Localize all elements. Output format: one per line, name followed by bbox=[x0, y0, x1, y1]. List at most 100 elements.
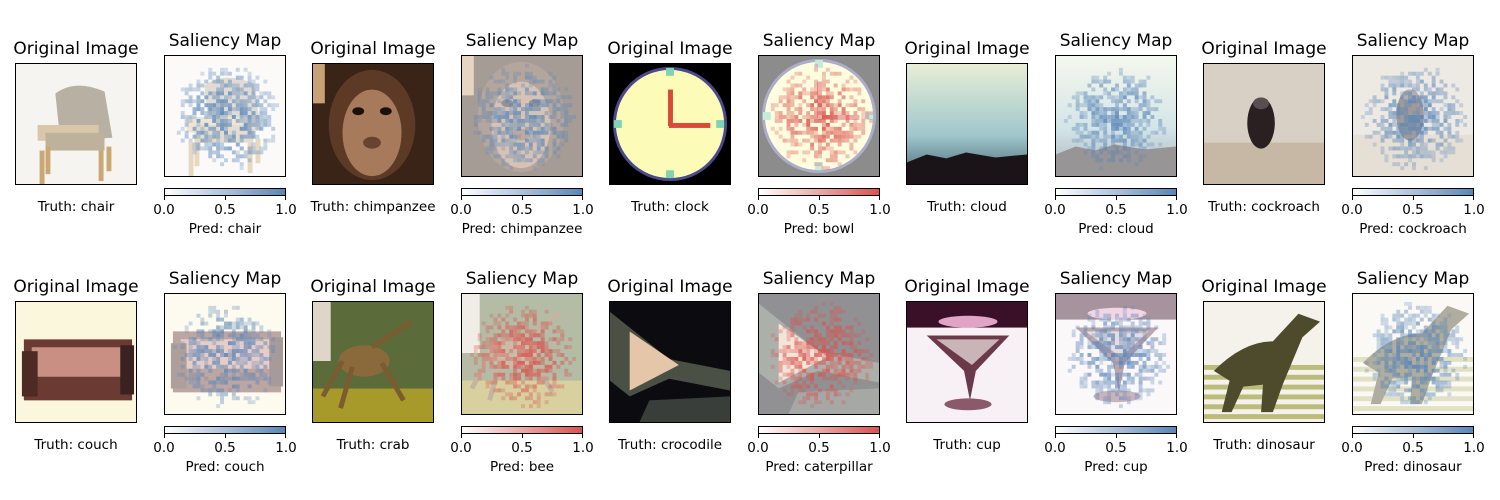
original-image-panel: Original Image Truth: couch bbox=[15, 238, 137, 468]
truth-label: Truth: chair bbox=[38, 199, 115, 215]
saliency-map-pixels bbox=[462, 294, 582, 414]
panel-title: Saliency Map bbox=[466, 269, 579, 289]
saliency-map bbox=[1352, 293, 1474, 415]
colorbar-tick-label: 0.5 bbox=[808, 202, 829, 218]
original-image bbox=[15, 301, 137, 423]
saliency-map-pixels bbox=[759, 294, 879, 414]
colorbar-tick-label: 1.0 bbox=[1463, 440, 1484, 456]
saliency-map-panel: Saliency Map 0.0 0.5 1.0 Pred: caterpillar bbox=[758, 238, 880, 478]
colorbar-tick-label: 0.0 bbox=[1044, 440, 1065, 456]
colorbar-tick bbox=[1176, 196, 1177, 200]
pred-label: Pred: dinosaur bbox=[1364, 459, 1461, 475]
original-image bbox=[312, 63, 434, 185]
colorbar-tick bbox=[1473, 434, 1474, 438]
original-image bbox=[609, 301, 731, 423]
original-image bbox=[609, 63, 731, 185]
colorbar-tick-label: 0.5 bbox=[214, 440, 235, 456]
saliency-map-pixels bbox=[1056, 56, 1176, 176]
colorbar-tick bbox=[1116, 434, 1117, 438]
saliency-map bbox=[758, 293, 880, 415]
saliency-map bbox=[164, 293, 286, 415]
truth-label: Truth: dinosaur bbox=[1213, 437, 1315, 453]
colorbar-tick-label: 1.0 bbox=[1166, 440, 1187, 456]
truth-label: Truth: crocodile bbox=[618, 437, 722, 453]
saliency-map-panel: Saliency Map 0.0 0.5 1.0 Pred: chimpanzee bbox=[461, 0, 583, 240]
colorbar bbox=[1352, 188, 1474, 196]
colorbar-tick bbox=[1116, 196, 1117, 200]
saliency-map bbox=[164, 55, 286, 177]
saliency-map-panel: Saliency Map 0.0 0.5 1.0 Pred: dinosaur bbox=[1352, 238, 1474, 478]
colorbar-tick bbox=[1352, 434, 1353, 438]
colorbar-tick-label: 0.5 bbox=[1402, 202, 1423, 218]
truth-label: Truth: cloud bbox=[927, 199, 1007, 215]
panel-title: Original Image bbox=[310, 39, 435, 59]
saliency-map-pixels bbox=[1353, 294, 1473, 414]
panel-title: Saliency Map bbox=[1357, 31, 1470, 51]
panel-title: Original Image bbox=[310, 277, 435, 297]
original-image-panel: Original Image Truth: chair bbox=[15, 0, 137, 230]
colorbar-tick bbox=[1055, 196, 1056, 200]
colorbar-tick-label: 1.0 bbox=[1463, 202, 1484, 218]
pred-label: Pred: bowl bbox=[784, 221, 855, 237]
saliency-map-panel: Saliency Map 0.0 0.5 1.0 Pred: couch bbox=[164, 238, 286, 478]
colorbar-tick-label: 1.0 bbox=[572, 440, 593, 456]
panel-title: Saliency Map bbox=[1060, 269, 1173, 289]
colorbar-tick bbox=[225, 196, 226, 200]
pred-label: Pred: cup bbox=[1084, 459, 1147, 475]
original-image-pixels bbox=[1204, 64, 1324, 184]
colorbar-tick-label: 0.0 bbox=[450, 202, 471, 218]
truth-label: Truth: chimpanzee bbox=[310, 199, 435, 215]
original-image-pixels bbox=[610, 64, 730, 184]
colorbar bbox=[1055, 188, 1177, 196]
original-image-pixels bbox=[16, 302, 136, 422]
pred-label: Pred: chimpanzee bbox=[462, 221, 583, 237]
saliency-map-pixels bbox=[165, 294, 285, 414]
panel-title: Saliency Map bbox=[763, 31, 876, 51]
saliency-map bbox=[1055, 293, 1177, 415]
original-image bbox=[906, 301, 1028, 423]
colorbar-tick-label: 0.0 bbox=[747, 440, 768, 456]
pred-label: Pred: cockroach bbox=[1359, 221, 1467, 237]
colorbar bbox=[164, 188, 286, 196]
colorbar-tick-label: 1.0 bbox=[275, 440, 296, 456]
colorbar-tick bbox=[758, 196, 759, 200]
colorbar-tick-label: 1.0 bbox=[869, 202, 890, 218]
colorbar-tick bbox=[758, 434, 759, 438]
panel-title: Saliency Map bbox=[1357, 269, 1470, 289]
colorbar bbox=[1055, 426, 1177, 434]
pred-label: Pred: cloud bbox=[1078, 221, 1153, 237]
colorbar bbox=[758, 188, 880, 196]
colorbar-tick bbox=[1352, 196, 1353, 200]
original-image bbox=[1203, 63, 1325, 185]
colorbar-tick-label: 0.0 bbox=[450, 440, 471, 456]
original-image bbox=[15, 63, 137, 185]
colorbar-tick bbox=[582, 196, 583, 200]
original-image-panel: Original Image Truth: cloud bbox=[906, 0, 1028, 230]
colorbar-tick bbox=[164, 196, 165, 200]
colorbar-tick bbox=[1055, 434, 1056, 438]
panel-title: Saliency Map bbox=[169, 31, 282, 51]
colorbar bbox=[461, 188, 583, 196]
original-image-pixels bbox=[16, 64, 136, 184]
colorbar-tick bbox=[819, 434, 820, 438]
saliency-map-panel: Saliency Map 0.0 0.5 1.0 Pred: bowl bbox=[758, 0, 880, 240]
original-image-panel: Original Image Truth: cockroach bbox=[1203, 0, 1325, 230]
saliency-map bbox=[461, 293, 583, 415]
colorbar-tick-label: 1.0 bbox=[572, 202, 593, 218]
panel-title: Original Image bbox=[607, 277, 732, 297]
colorbar-tick bbox=[285, 434, 286, 438]
original-image-panel: Original Image Truth: cup bbox=[906, 238, 1028, 468]
colorbar-tick-label: 0.5 bbox=[511, 202, 532, 218]
colorbar-tick bbox=[819, 196, 820, 200]
colorbar-tick-label: 0.5 bbox=[1105, 202, 1126, 218]
saliency-map bbox=[1055, 55, 1177, 177]
panel-title: Original Image bbox=[904, 277, 1029, 297]
colorbar-tick bbox=[1413, 434, 1414, 438]
colorbar-tick-label: 1.0 bbox=[275, 202, 296, 218]
colorbar-tick bbox=[1473, 196, 1474, 200]
original-image-pixels bbox=[610, 302, 730, 422]
panel-title: Original Image bbox=[607, 39, 732, 59]
pred-label: Pred: caterpillar bbox=[765, 459, 872, 475]
pred-label: Pred: chair bbox=[189, 221, 261, 237]
